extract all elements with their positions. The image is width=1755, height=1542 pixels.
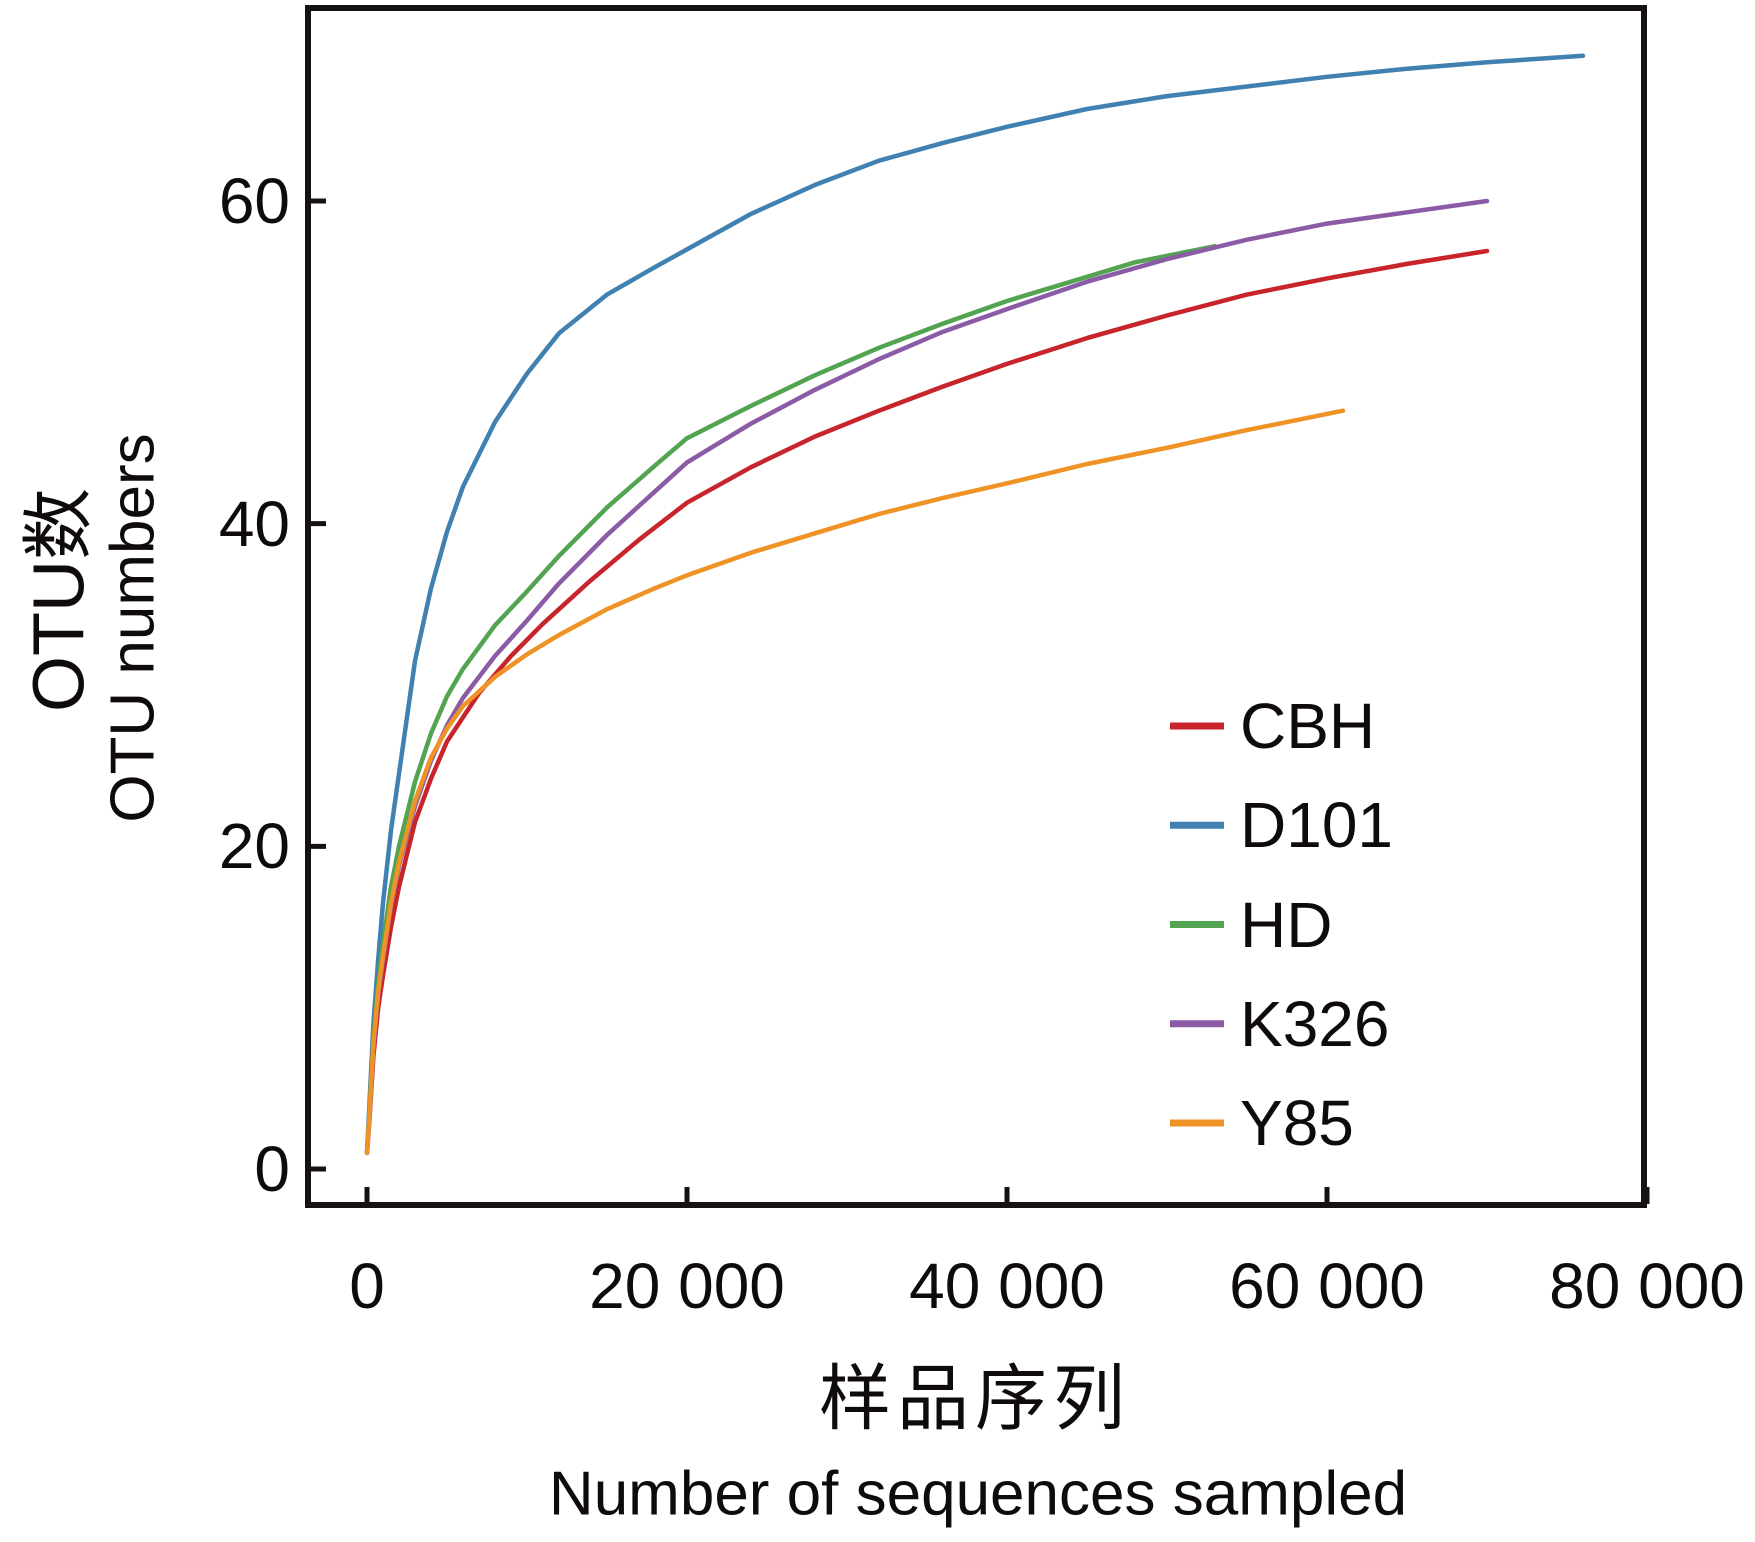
y-tick-label-60: 60 — [218, 165, 290, 237]
x-tick-label-20000: 20 000 — [589, 1250, 785, 1322]
x-axis-label-chinese: 样品序列 — [818, 1359, 1132, 1440]
y-tick-label-20: 20 — [218, 810, 290, 883]
series-line-y85 — [364, 408, 1346, 1156]
legend-label-cbh: CBH — [1240, 690, 1376, 762]
plot-frame — [305, 5, 1647, 1208]
legend-label-y85: Y85 — [1240, 1087, 1354, 1159]
x-tick-label-0: 0 — [349, 1250, 385, 1322]
series-line-cbh — [364, 248, 1490, 1156]
legend-label-hd: HD — [1240, 888, 1333, 961]
x-axis-label-english: Number of sequences sampled — [548, 1459, 1408, 1529]
x-tick-label-40000: 40 000 — [909, 1250, 1105, 1322]
legend-swatches — [1170, 722, 1224, 1127]
x-tick-label-60000: 60 000 — [1229, 1250, 1425, 1322]
series-line-d101 — [364, 53, 1586, 1156]
y-axis-label-chinese: OTU数 — [19, 488, 100, 712]
legend-label-k326: K326 — [1240, 987, 1390, 1060]
y-tick-label-0: 0 — [254, 1133, 290, 1205]
axis-ticks — [309, 198, 1650, 1204]
data-series-lines — [364, 53, 1586, 1156]
x-tick-label-80000: 80 000 — [1549, 1250, 1745, 1322]
series-line-hd — [364, 243, 1218, 1156]
y-tick-label-40: 40 — [218, 487, 290, 560]
legend-label-d101: D101 — [1240, 789, 1393, 862]
